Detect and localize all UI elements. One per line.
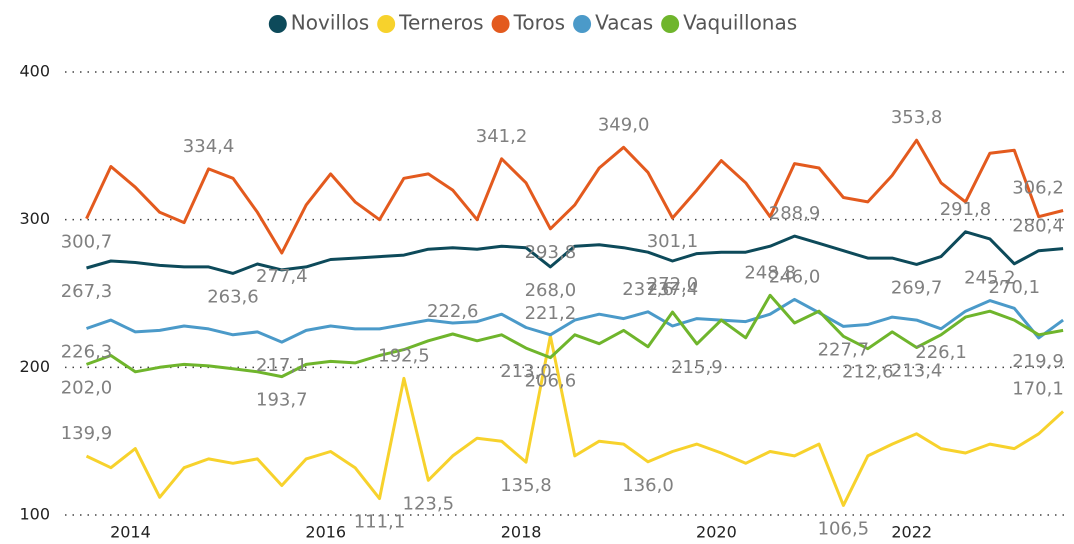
data-label: 269,7 <box>891 277 943 298</box>
data-label: 341,2 <box>476 126 528 147</box>
data-label: 136,0 <box>622 475 674 496</box>
data-label: 123,5 <box>403 493 455 514</box>
data-label: 270,1 <box>989 277 1041 298</box>
series-line <box>86 297 1064 344</box>
data-label: 301,1 <box>647 231 699 252</box>
legend-marker <box>491 15 510 33</box>
data-label: 300,7 <box>61 232 113 253</box>
data-label: 306,2 <box>1012 178 1064 199</box>
data-label: 202,0 <box>61 377 113 398</box>
legend-label: Vaquillonas <box>683 11 797 35</box>
series-line <box>85 334 1065 507</box>
data-label: 245,2 <box>964 268 1016 289</box>
x-tick-label: 2020 <box>696 523 737 542</box>
data-label: 217,1 <box>256 355 308 376</box>
data-label: 272,0 <box>647 274 699 295</box>
data-label: 293,8 <box>525 242 577 263</box>
data-label: 219,9 <box>1012 351 1064 372</box>
y-tick-label: 400 <box>19 62 50 81</box>
x-tick-label: 2022 <box>891 523 932 542</box>
data-label: 280,4 <box>1012 216 1064 237</box>
y-tick-label: 300 <box>19 209 50 228</box>
legend-marker <box>268 15 287 33</box>
data-label: 226,1 <box>915 342 967 363</box>
data-label: 246,0 <box>769 266 821 287</box>
data-label: 221,2 <box>525 303 577 324</box>
data-label: 111,1 <box>354 512 406 533</box>
data-label: 237,4 <box>647 279 699 300</box>
data-label: 268,0 <box>525 280 577 301</box>
data-label: 291,8 <box>940 199 992 220</box>
legend-marker <box>573 15 592 33</box>
data-label: 349,0 <box>598 114 650 135</box>
legend-label: Terneros <box>398 11 483 35</box>
legend: Novillos Terneros Toros Vacas Vaquillonas <box>268 11 797 35</box>
x-tick-label: 2018 <box>501 523 542 542</box>
x-tick-label: 2016 <box>305 523 346 542</box>
data-label: 263,6 <box>207 286 259 307</box>
data-label: 135,8 <box>500 475 552 496</box>
data-label: 206,6 <box>525 371 577 392</box>
data-label: 170,1 <box>1012 378 1064 399</box>
data-label: 237,6 <box>622 279 674 300</box>
data-label: 213,0 <box>500 361 552 382</box>
data-label: 277,4 <box>256 266 308 287</box>
data-label: 227,7 <box>818 339 870 360</box>
legend-label: Novillos <box>291 11 369 35</box>
data-label: 353,8 <box>891 107 943 128</box>
y-tick-label: 100 <box>19 505 50 524</box>
data-label: 288,9 <box>769 203 821 224</box>
data-label: 192,5 <box>378 345 430 366</box>
data-label: 226,3 <box>61 341 113 362</box>
data-label: 213,4 <box>891 361 943 382</box>
data-label: 248,8 <box>744 262 796 283</box>
y-tick-label: 200 <box>19 357 50 376</box>
data-label: 267,3 <box>61 281 113 302</box>
series-line <box>85 138 1064 255</box>
data-label: 139,9 <box>61 423 113 444</box>
legend-marker <box>661 15 680 33</box>
data-label: 106,5 <box>818 518 870 539</box>
data-label: 215,9 <box>671 357 723 378</box>
data-label: 334,4 <box>183 136 235 157</box>
series-line <box>86 230 1064 275</box>
legend-label: Vacas <box>595 11 653 35</box>
data-label: 222,6 <box>427 301 479 322</box>
x-tick-label: 2014 <box>110 523 151 542</box>
legend-marker <box>377 15 396 33</box>
series-line <box>85 293 1064 379</box>
data-label: 212,6 <box>842 362 894 383</box>
data-label: 193,7 <box>256 390 308 411</box>
legend-label: Toros <box>513 11 566 35</box>
